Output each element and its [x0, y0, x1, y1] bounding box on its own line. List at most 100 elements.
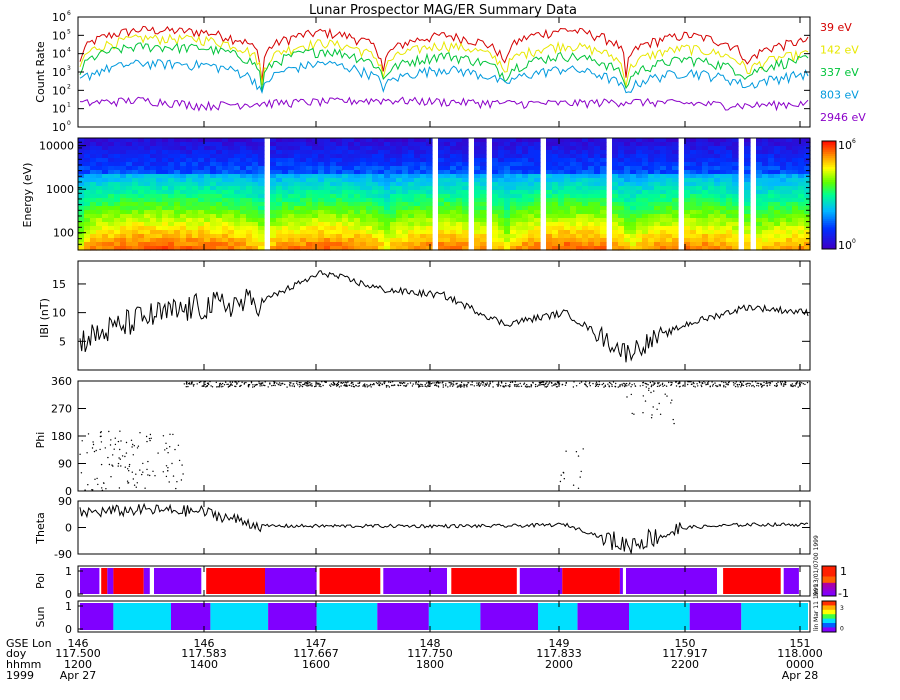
spectrogram-cell — [426, 166, 433, 171]
spectrogram-cell — [510, 242, 517, 247]
spectrogram-cell — [204, 202, 211, 207]
spectrogram-cell — [690, 218, 697, 223]
phi-point — [175, 487, 177, 490]
phi-point — [415, 383, 417, 385]
spectrogram-cell — [342, 138, 349, 143]
spectrogram-cell — [354, 246, 361, 251]
spectrogram-cell — [672, 162, 679, 167]
spectrogram-cell — [798, 202, 805, 207]
footer-tick-hhmm: 2200 — [671, 658, 699, 671]
spectrogram-cell — [360, 138, 367, 143]
phi-point — [164, 449, 166, 451]
spectrogram-cell — [786, 206, 793, 211]
spectrogram-cell — [78, 218, 85, 223]
polarity-segment — [206, 568, 265, 594]
spectrogram-cell — [174, 226, 181, 231]
phi-point — [169, 446, 171, 448]
phi-point — [166, 447, 168, 450]
spectrogram-cell — [276, 174, 283, 179]
spectrogram-cell — [450, 146, 457, 151]
spectrogram-cell — [636, 222, 643, 227]
spectrogram-cell — [780, 162, 787, 167]
spectrogram-cell — [690, 178, 697, 183]
phi-point — [615, 382, 617, 385]
spectrogram-cell — [516, 166, 523, 171]
spectrogram-cell — [618, 238, 625, 243]
spectrogram-cell — [342, 202, 349, 207]
phi-point — [642, 395, 644, 397]
spectrogram-cell — [564, 218, 571, 223]
polarity-segment — [319, 568, 381, 594]
spectrogram-cell — [288, 190, 295, 195]
spectrogram-cell — [342, 226, 349, 231]
spectrogram-cell — [384, 202, 391, 207]
spectrogram-cell — [366, 138, 373, 143]
spectrogram-cell — [546, 174, 553, 179]
spectrogram-cell — [630, 206, 637, 211]
spectrogram-cell — [276, 138, 283, 143]
colorbar-cell — [822, 171, 836, 174]
footer-tick-lon: 147 — [306, 637, 327, 650]
spectrogram-cell — [660, 222, 667, 227]
spectrogram-cell — [444, 234, 451, 239]
spectrogram-cell — [564, 230, 571, 235]
spectrogram-cell — [396, 202, 403, 207]
spectrogram-cell — [504, 218, 511, 223]
spectrogram-cell — [354, 222, 361, 227]
spectrogram-cell — [696, 202, 703, 207]
spectrogram-cell — [648, 142, 655, 147]
phi-point — [650, 385, 653, 388]
spectrogram-cell — [408, 230, 415, 235]
spectrogram-cell — [372, 210, 379, 215]
spectrogram-cell — [78, 178, 85, 183]
polarity-segment — [723, 568, 781, 594]
spectrogram-cell — [594, 226, 601, 231]
phi-point — [514, 385, 516, 387]
phi-point — [538, 381, 541, 384]
count-rate-lines — [79, 25, 809, 112]
spectrogram-cell — [522, 206, 529, 211]
spectrogram-cell — [330, 218, 337, 223]
spectrogram-cell — [792, 226, 799, 231]
spectrogram-cell — [438, 214, 445, 219]
spectrogram-ytick-label: 1000 — [46, 183, 74, 196]
spectrogram-cell — [474, 182, 481, 187]
spectrogram-cell — [792, 158, 799, 163]
spectrogram-cell — [702, 238, 709, 243]
spectrogram-cell — [600, 202, 607, 207]
spectrogram-cell — [552, 234, 559, 239]
spectrogram-cell — [228, 174, 235, 179]
spectrogram-cell — [450, 214, 457, 219]
spectrogram-cell — [600, 174, 607, 179]
spectrogram-cell — [318, 166, 325, 171]
phi-point — [399, 382, 401, 384]
spectrogram-cell — [126, 186, 133, 191]
spectrogram-cell — [396, 246, 403, 251]
spectrogram-cell — [588, 194, 595, 199]
phi-point — [145, 435, 148, 438]
spectrogram-cell — [588, 158, 595, 163]
spectrogram-cell — [666, 186, 673, 191]
phi-point — [740, 384, 743, 387]
phi-point — [653, 383, 655, 385]
spectrogram-cell — [444, 246, 451, 251]
spectrogram-cell — [408, 194, 415, 199]
spectrogram-cell — [552, 210, 559, 215]
spectrogram-cell — [762, 218, 769, 223]
spectrogram-cell — [426, 198, 433, 203]
spectrogram-cell — [90, 214, 97, 219]
spectrogram-cell — [438, 146, 445, 151]
spectrogram-cell — [102, 154, 109, 159]
spectrogram-cell — [786, 166, 793, 171]
spectrogram-cell — [168, 202, 175, 207]
spectrogram-cell — [528, 154, 535, 159]
spectrogram-cell — [792, 190, 799, 195]
spectrogram-cell — [354, 242, 361, 247]
phi-point — [417, 383, 419, 385]
spectrogram-cell — [696, 190, 703, 195]
spectrogram-cell — [492, 186, 499, 191]
spectrogram-cell — [726, 198, 733, 203]
